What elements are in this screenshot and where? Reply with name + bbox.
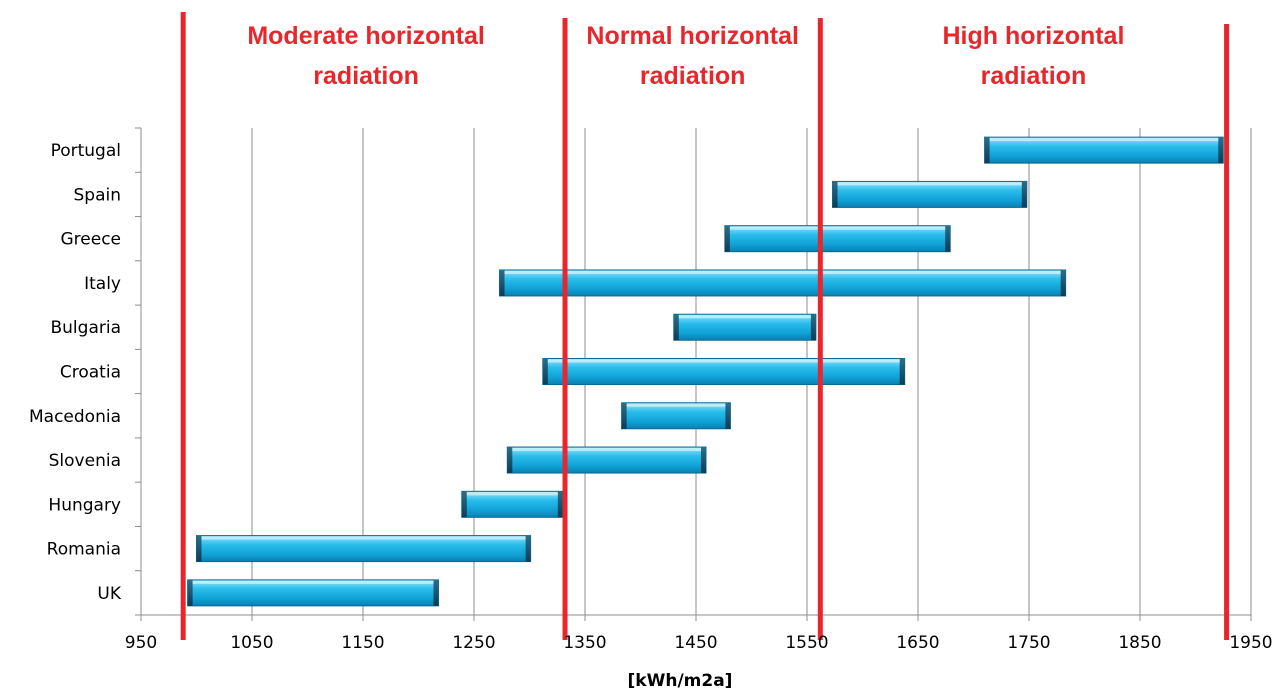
zone-label-high-line2: radiation bbox=[981, 62, 1087, 90]
bar-body-uk bbox=[187, 579, 439, 607]
category-label-romania: Romania bbox=[47, 540, 121, 560]
bar-body-hungary bbox=[461, 490, 564, 518]
bar-cap-start-hungary bbox=[461, 491, 467, 518]
bar-highlight-portugal bbox=[989, 138, 1219, 142]
bar-highlight-spain bbox=[837, 182, 1022, 186]
category-label-hungary: Hungary bbox=[48, 495, 121, 515]
x-tick-label-1350: 1350 bbox=[563, 633, 606, 653]
zone-layer bbox=[180, 12, 1230, 640]
bar-cap-end-hungary bbox=[557, 491, 563, 518]
bar-body-spain bbox=[832, 180, 1028, 208]
x-tick-label-1650: 1650 bbox=[896, 633, 939, 653]
bar-body-italy bbox=[499, 269, 1067, 297]
bar-cap-end-romania bbox=[525, 535, 531, 562]
bar-cap-start-romania bbox=[196, 535, 202, 562]
category-label-uk: UK bbox=[97, 584, 121, 604]
bar-cap-start-bulgaria bbox=[673, 314, 679, 341]
bar-highlight-greece bbox=[729, 226, 946, 230]
bar-slovenia bbox=[506, 446, 707, 474]
bar-layer bbox=[187, 136, 1224, 607]
bar-cap-end-greece bbox=[945, 225, 951, 252]
bar-macedonia bbox=[621, 402, 731, 430]
bar-uk bbox=[187, 579, 439, 607]
x-tick-label-1750: 1750 bbox=[1007, 633, 1050, 653]
zone-label-moderate-line2: radiation bbox=[313, 62, 419, 90]
bar-cap-end-italy bbox=[1060, 269, 1066, 296]
bar-highlight-slovenia bbox=[512, 448, 701, 452]
category-label-macedonia: Macedonia bbox=[29, 407, 121, 427]
bar-cap-start-macedonia bbox=[621, 402, 627, 429]
x-tick-label-1950: 1950 bbox=[1229, 633, 1272, 653]
bar-croatia bbox=[542, 358, 906, 385]
bar-cap-end-macedonia bbox=[725, 402, 731, 429]
bar-portugal bbox=[984, 136, 1224, 164]
category-label-croatia: Croatia bbox=[60, 363, 121, 383]
x-tick-label-1850: 1850 bbox=[1118, 633, 1161, 653]
bar-cap-start-italy bbox=[499, 269, 505, 296]
bar-hungary bbox=[461, 490, 564, 518]
bar-highlight-italy bbox=[504, 270, 1061, 274]
bar-spain bbox=[832, 180, 1028, 208]
x-tick-label-1150: 1150 bbox=[341, 633, 384, 653]
category-label-slovenia: Slovenia bbox=[49, 451, 121, 471]
zone-label-normal-line1: Normal horizontal bbox=[586, 22, 799, 50]
bar-italy bbox=[499, 269, 1067, 297]
x-tick-label-1450: 1450 bbox=[674, 633, 717, 653]
bar-cap-end-croatia bbox=[899, 358, 905, 385]
bar-greece bbox=[724, 225, 951, 253]
x-tick-label-1050: 1050 bbox=[230, 633, 273, 653]
bar-highlight-hungary bbox=[466, 492, 558, 496]
bar-cap-end-slovenia bbox=[700, 447, 706, 474]
zone-label-normal-line2: radiation bbox=[640, 62, 746, 90]
category-label-italy: Italy bbox=[84, 274, 121, 294]
bar-romania bbox=[196, 535, 532, 563]
bar-cap-end-spain bbox=[1021, 181, 1027, 208]
label-layer: 950 1050 1150 1250 1350 1450 1550 1650 1750 1850 1… bbox=[29, 22, 1273, 653]
bar-cap-start-croatia bbox=[542, 358, 548, 385]
category-label-spain: Spain bbox=[74, 185, 122, 205]
x-tick-label-1250: 1250 bbox=[452, 633, 495, 653]
bar-highlight-uk bbox=[192, 580, 434, 584]
zone-label-moderate-line1: Moderate horizontal bbox=[247, 22, 485, 50]
bar-highlight-croatia bbox=[547, 359, 900, 363]
bar-body-bulgaria bbox=[673, 313, 817, 341]
bar-highlight-macedonia bbox=[626, 403, 726, 407]
bar-cap-end-uk bbox=[433, 579, 439, 606]
bar-cap-start-uk bbox=[187, 579, 193, 606]
zone-label-high-line1: High horizontal bbox=[942, 22, 1124, 50]
bar-cap-end-portugal bbox=[1218, 137, 1224, 164]
bar-cap-start-spain bbox=[832, 181, 838, 208]
category-label-bulgaria: Bulgaria bbox=[51, 318, 122, 338]
bar-body-portugal bbox=[984, 136, 1224, 164]
bar-cap-start-greece bbox=[724, 225, 730, 252]
x-tick-label-1550: 1550 bbox=[785, 633, 828, 653]
bar-cap-start-portugal bbox=[984, 137, 990, 164]
bar-highlight-romania bbox=[201, 536, 526, 540]
x-tick-label-950: 950 bbox=[125, 633, 157, 653]
x-axis-label: [kWh/m2a] bbox=[628, 671, 733, 691]
bar-body-romania bbox=[196, 535, 532, 563]
category-label-greece: Greece bbox=[60, 230, 121, 250]
bar-cap-start-slovenia bbox=[507, 447, 513, 474]
axis-layer bbox=[135, 127, 1252, 621]
bar-cap-end-bulgaria bbox=[810, 314, 816, 341]
bar-bulgaria bbox=[673, 313, 817, 341]
bar-highlight-bulgaria bbox=[678, 315, 811, 319]
category-label-portugal: Portugal bbox=[51, 141, 121, 161]
